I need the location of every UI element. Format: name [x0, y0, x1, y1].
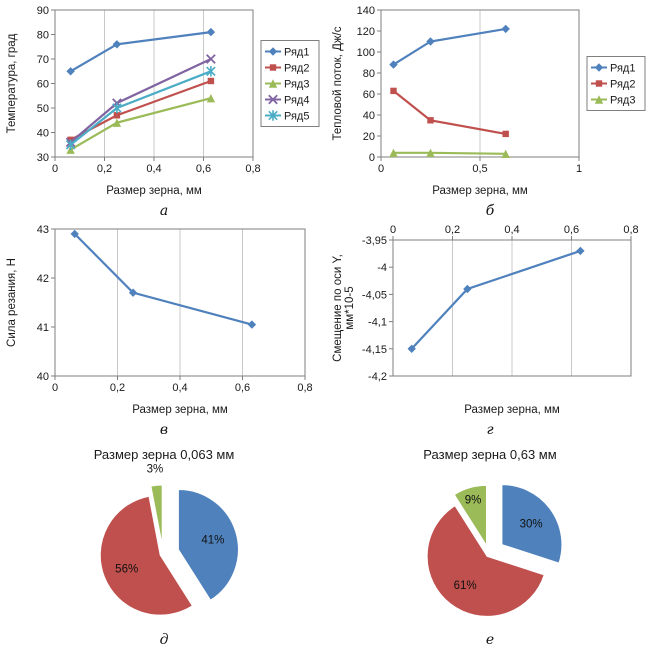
svg-text:Размер зерна, мм: Размер зерна, мм: [132, 404, 228, 416]
svg-text:0,2: 0,2: [445, 224, 460, 236]
svg-text:0,4: 0,4: [146, 163, 161, 175]
svg-text:50: 50: [37, 103, 49, 115]
svg-text:Ряд1: Ряд1: [610, 63, 635, 75]
svg-text:Сила резания, Н: Сила резания, Н: [6, 258, 18, 347]
svg-text:Ряд1: Ряд1: [284, 47, 309, 59]
svg-text:0,6: 0,6: [196, 163, 211, 175]
panel-d-letter: д: [159, 632, 169, 648]
svg-text:60: 60: [37, 79, 49, 91]
svg-text:-4,1: -4,1: [368, 317, 387, 329]
svg-text:40: 40: [37, 128, 49, 140]
svg-text:0,8: 0,8: [297, 382, 312, 394]
panel-e-letter: е: [485, 632, 495, 648]
svg-text:60: 60: [363, 89, 375, 101]
svg-text:0,6: 0,6: [564, 224, 579, 236]
svg-text:80: 80: [363, 68, 375, 80]
svg-text:70: 70: [37, 54, 49, 66]
svg-text:42: 42: [37, 273, 49, 285]
svg-text:0,8: 0,8: [623, 224, 638, 236]
svg-text:0,5: 0,5: [472, 163, 487, 175]
pie-e-title: Размер зерна 0,63 мм: [423, 447, 557, 462]
panel-a: 0 0,2 0,4 0,6 0,8 30 40 50 60 70 80 90 Температура, …: [1, 1, 327, 220]
panel-v: 0 0,2 0,4 0,6 0,8 40 41 42 43 Сила резания, Н Разм…: [1, 220, 327, 439]
cutting-force-line-chart: 0 0,2 0,4 0,6 0,8 40 41 42 43 Сила резания, Н Разм…: [6, 224, 313, 416]
panel-g-letter: г: [486, 422, 494, 438]
svg-text:80: 80: [37, 30, 49, 42]
svg-text:0: 0: [52, 163, 58, 175]
svg-text:Ряд3: Ряд3: [610, 95, 635, 107]
svg-text:Размер зерна, мм: Размер зерна, мм: [464, 404, 560, 416]
svg-text:0,8: 0,8: [245, 163, 260, 175]
svg-text:Размер зерна, мм: Размер зерна, мм: [106, 185, 202, 197]
svg-text:0: 0: [378, 163, 384, 175]
svg-text:0: 0: [390, 224, 396, 236]
panel-a-letter: а: [159, 203, 169, 219]
svg-text:120: 120: [357, 26, 375, 38]
temperature-line-chart: 0 0,2 0,4 0,6 0,8 30 40 50 60 70 80 90 Температура, …: [6, 5, 320, 197]
grain-0063-pie-chart: 41% 56% 3%: [99, 464, 239, 616]
svg-text:Ряд2: Ряд2: [610, 79, 635, 91]
svg-text:0,2: 0,2: [97, 163, 112, 175]
svg-text:мм*10-5: мм*10-5: [344, 286, 356, 329]
panel-v-letter: в: [159, 422, 169, 438]
svg-text:-4,05: -4,05: [362, 289, 387, 301]
panel-e: Размер зерна 0,63 мм 30% 61% 9% е: [327, 439, 653, 649]
svg-text:Ряд4: Ряд4: [284, 95, 309, 107]
svg-text:Размер зерна, мм: Размер зерна, мм: [432, 185, 528, 197]
svg-text:Ряд3: Ряд3: [284, 79, 309, 91]
svg-text:40: 40: [363, 110, 375, 122]
svg-text:140: 140: [357, 5, 375, 17]
svg-text:56%: 56%: [115, 563, 138, 575]
svg-text:Ряд5: Ряд5: [284, 111, 309, 123]
svg-text:40: 40: [37, 371, 49, 383]
svg-text:0,4: 0,4: [504, 224, 519, 236]
svg-text:100: 100: [357, 47, 375, 59]
svg-text:30%: 30%: [520, 518, 543, 530]
svg-text:Ряд2: Ряд2: [284, 63, 309, 75]
panel-b-letter: б: [485, 203, 495, 219]
panel-b: 0 0,5 1 0 20 40 60 80 100 120 140 Тепловой поток, Д…: [327, 1, 653, 220]
svg-text:20: 20: [363, 131, 375, 143]
y-displacement-line-chart: 0 0,2 0,4 0,6 0,8 -3,95 -4 -4,05 -4,1 -4,15 -4,2 См…: [332, 224, 639, 416]
svg-text:0: 0: [369, 152, 375, 164]
svg-text:90: 90: [37, 5, 49, 17]
svg-text:61%: 61%: [454, 580, 477, 592]
svg-text:0,6: 0,6: [235, 382, 250, 394]
svg-text:41%: 41%: [201, 535, 224, 547]
panel-g: 0 0,2 0,4 0,6 0,8 -3,95 -4 -4,05 -4,1 -4,15 -4,2 См…: [327, 220, 653, 439]
svg-text:Тепловой поток, Дж/с: Тепловой поток, Дж/с: [332, 26, 344, 140]
svg-text:-4: -4: [377, 262, 387, 274]
svg-text:-4,2: -4,2: [368, 371, 387, 383]
pie-d-title: Размер зерна 0,063 мм: [93, 447, 235, 462]
svg-text:-3,95: -3,95: [362, 235, 387, 247]
svg-text:43: 43: [37, 224, 49, 236]
svg-text:Температура, град: Температура, град: [6, 33, 18, 133]
svg-text:41: 41: [37, 322, 49, 334]
svg-text:0: 0: [52, 382, 58, 394]
svg-text:0,4: 0,4: [172, 382, 187, 394]
svg-text:-4,15: -4,15: [362, 344, 387, 356]
svg-text:1: 1: [576, 163, 582, 175]
panel-d: Размер зерна 0,063 мм 41% 56% 3% д: [1, 439, 327, 649]
heat-flow-line-chart: 0 0,5 1 0 20 40 60 80 100 120 140 Тепловой поток, Д…: [332, 5, 646, 197]
svg-text:3%: 3%: [147, 464, 164, 476]
svg-text:30: 30: [37, 152, 49, 164]
svg-text:0,2: 0,2: [110, 382, 125, 394]
svg-text:9%: 9%: [465, 494, 482, 506]
grain-063-pie-chart: 30% 61% 9%: [426, 484, 563, 617]
svg-text:Смещение по оси Y,: Смещение по оси Y,: [332, 254, 344, 362]
